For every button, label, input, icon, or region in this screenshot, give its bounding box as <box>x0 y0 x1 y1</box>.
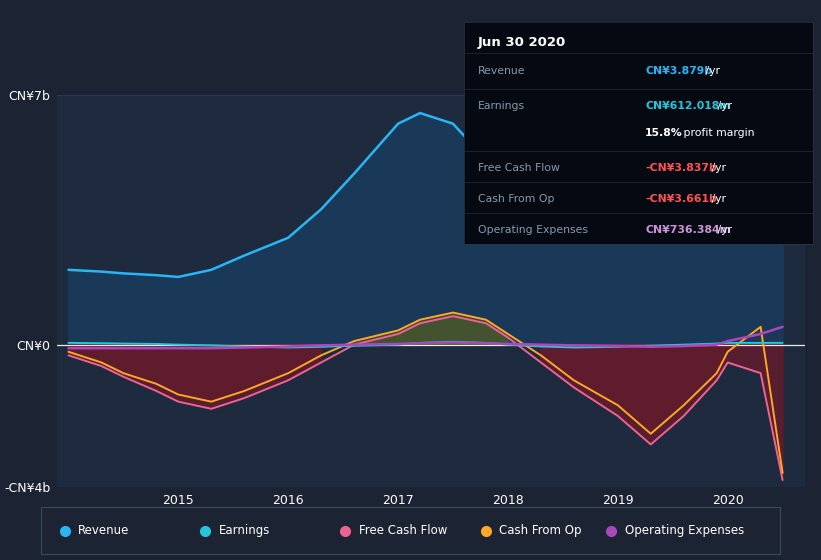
Text: Operating Expenses: Operating Expenses <box>478 225 588 235</box>
Text: /yr: /yr <box>708 164 726 174</box>
Text: Free Cash Flow: Free Cash Flow <box>359 524 447 537</box>
Text: Cash From Op: Cash From Op <box>478 194 554 204</box>
Text: /yr: /yr <box>714 225 732 235</box>
Text: Revenue: Revenue <box>78 524 130 537</box>
Text: Cash From Op: Cash From Op <box>499 524 581 537</box>
Text: -CN¥3.837b: -CN¥3.837b <box>645 164 717 174</box>
Text: CN¥3.879b: CN¥3.879b <box>645 66 713 76</box>
Text: Earnings: Earnings <box>478 101 525 111</box>
Text: /yr: /yr <box>714 101 732 111</box>
Text: Revenue: Revenue <box>478 66 525 76</box>
Text: /yr: /yr <box>702 66 720 76</box>
Text: Earnings: Earnings <box>218 524 270 537</box>
Text: Operating Expenses: Operating Expenses <box>625 524 744 537</box>
Text: CN¥736.384m: CN¥736.384m <box>645 225 732 235</box>
Text: /yr: /yr <box>708 194 726 204</box>
Text: Jun 30 2020: Jun 30 2020 <box>478 36 566 49</box>
Text: profit margin: profit margin <box>680 128 754 138</box>
Text: 15.8%: 15.8% <box>645 128 683 138</box>
Text: CN¥612.018m: CN¥612.018m <box>645 101 731 111</box>
Text: -CN¥3.661b: -CN¥3.661b <box>645 194 717 204</box>
Text: Free Cash Flow: Free Cash Flow <box>478 164 560 174</box>
